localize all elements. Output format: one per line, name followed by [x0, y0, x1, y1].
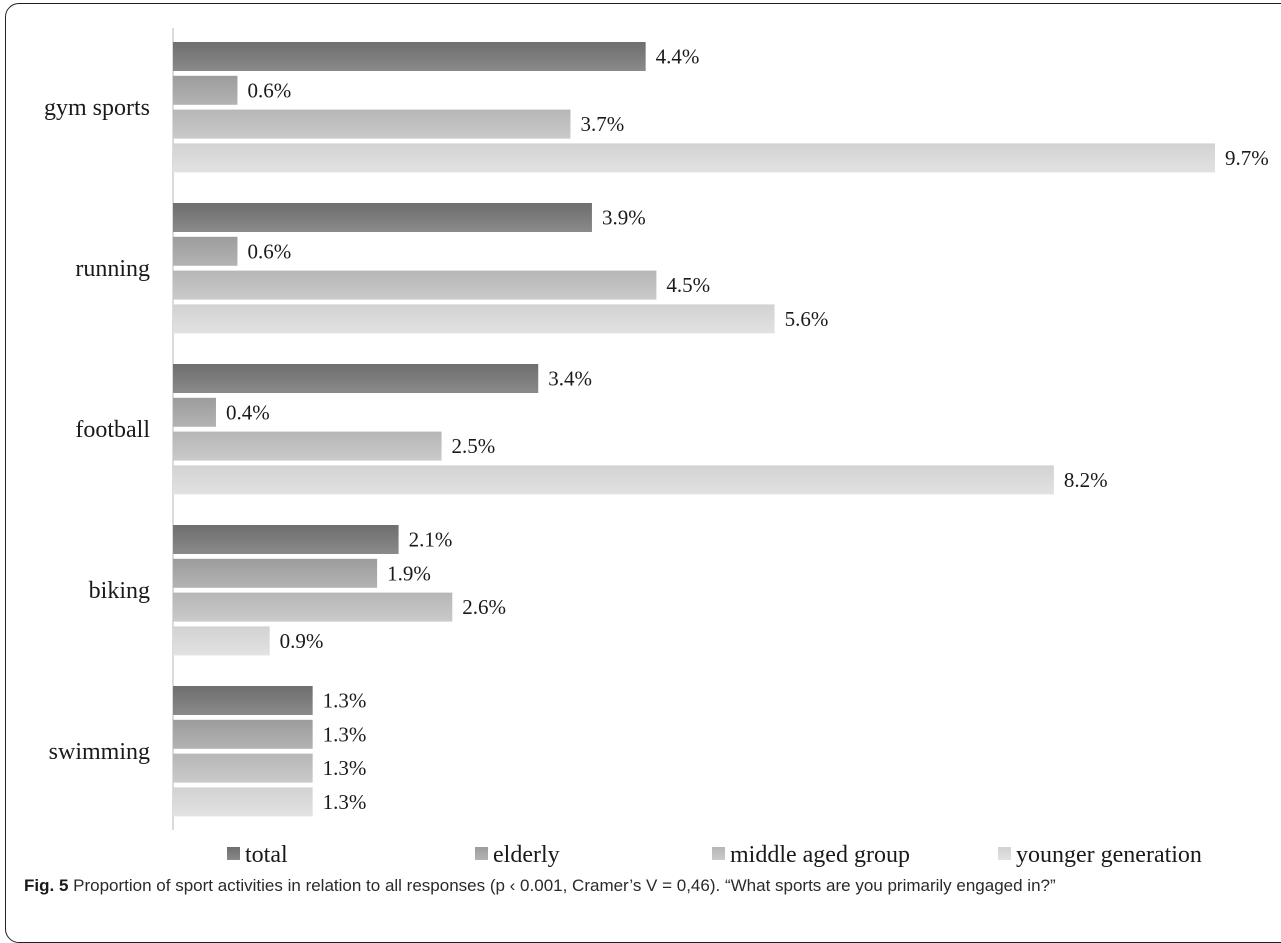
value-label: 2.6%	[462, 595, 506, 619]
bar	[173, 397, 216, 427]
bar	[173, 143, 1215, 173]
bar	[173, 787, 313, 817]
value-label: 3.7%	[580, 112, 624, 136]
value-label: 3.4%	[548, 367, 592, 391]
category-label: swimming	[49, 739, 150, 765]
value-label: 2.1%	[409, 528, 453, 552]
value-label: 1.3%	[323, 756, 367, 780]
category-label: football	[75, 417, 150, 443]
bar	[173, 270, 657, 300]
bar	[173, 753, 313, 783]
legend-swatch	[227, 847, 240, 860]
bar	[173, 431, 442, 461]
bar	[173, 203, 592, 232]
bar	[173, 558, 378, 588]
bar	[173, 109, 571, 139]
value-label: 0.6%	[247, 78, 291, 102]
value-label: 8.2%	[1064, 468, 1108, 492]
value-label: 0.6%	[247, 239, 291, 263]
legend: total elderly middle aged group younger gen…	[227, 842, 1202, 868]
bar	[173, 42, 646, 71]
legend-swatch	[998, 847, 1011, 860]
caption-figure-label: Fig. 5	[24, 876, 69, 895]
value-label: 1.3%	[323, 790, 367, 814]
legend-swatch	[712, 847, 725, 860]
value-label: 2.5%	[452, 434, 496, 458]
bar	[173, 304, 775, 334]
bar	[173, 236, 238, 266]
bar	[173, 364, 539, 393]
labels-layer: gym sports 4.4% 0.6% 3.7% 9.7% running 3.9% 0.6…	[44, 45, 1269, 814]
value-label: 3.9%	[602, 206, 646, 230]
bars-layer	[173, 42, 1215, 817]
category-label: running	[75, 256, 150, 282]
value-label: 4.4%	[656, 45, 700, 69]
caption-text: Proportion of sport activities in relati…	[68, 876, 1056, 895]
value-label: 1.3%	[323, 722, 367, 746]
value-label: 4.5%	[666, 273, 710, 297]
value-label: 1.3%	[323, 689, 367, 713]
legend-swatch	[475, 847, 488, 860]
value-label: 5.6%	[785, 307, 829, 331]
legend-label: middle aged group	[730, 842, 910, 868]
bar-chart: gym sports 4.4% 0.6% 3.7% 9.7% running 3.9% 0.6…	[44, 28, 1269, 868]
bar	[173, 686, 313, 715]
legend-label: elderly	[493, 842, 560, 868]
legend-label: total	[245, 842, 288, 868]
bar	[173, 525, 399, 554]
value-label: 0.9%	[280, 629, 324, 653]
bar	[173, 592, 453, 622]
value-label: 9.7%	[1225, 146, 1269, 170]
bar	[173, 75, 238, 105]
bar	[173, 719, 313, 749]
legend-label: younger generation	[1016, 842, 1202, 868]
category-label: gym sports	[44, 95, 150, 121]
figure-caption: Fig. 5 Proportion of sport activities in…	[24, 876, 1264, 896]
category-label: biking	[89, 578, 150, 604]
value-label: 0.4%	[226, 400, 270, 424]
bar	[173, 465, 1054, 495]
bar	[173, 626, 270, 656]
value-label: 1.9%	[387, 561, 431, 585]
